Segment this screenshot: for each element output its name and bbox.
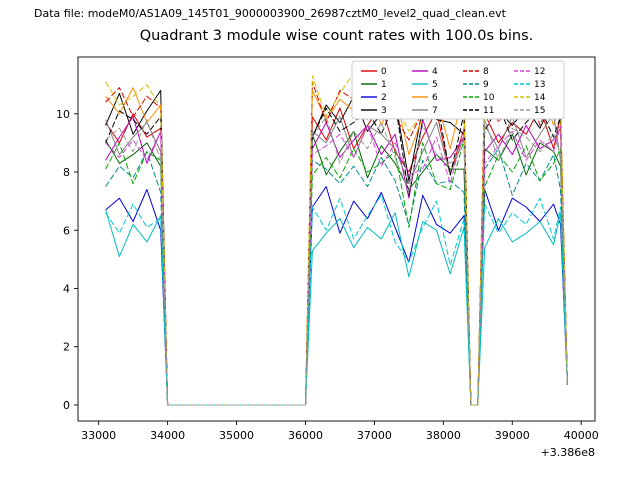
legend-item-12: 12 (514, 67, 545, 77)
series-line-11 (105, 98, 568, 406)
plot-frame (77, 56, 596, 422)
y-tick-label: 0 (63, 399, 70, 412)
legend-label-12: 12 (534, 67, 545, 77)
legend-item-7: 7 (412, 106, 438, 116)
y-tick-label: 8 (63, 166, 70, 179)
legend-item-15: 15 (514, 106, 545, 116)
legend-label-3: 3 (381, 106, 387, 116)
series-line-8 (105, 78, 568, 406)
x-tick-label: 36000 (288, 429, 323, 442)
legend-item-3: 3 (361, 106, 387, 116)
x-tick-label: 40000 (564, 429, 599, 442)
series-line-6 (105, 84, 568, 406)
legend-label-5: 5 (432, 80, 438, 90)
legend-label-8: 8 (483, 67, 489, 77)
series-line-5 (105, 209, 568, 406)
legend-label-15: 15 (534, 106, 545, 116)
data-file-label: Data file: modeM0/AS1A09_145T01_90000039… (34, 7, 506, 20)
legend-label-10: 10 (483, 93, 495, 103)
legend-label-1: 1 (381, 80, 387, 90)
legend-label-2: 2 (381, 93, 387, 103)
y-tick-label: 2 (63, 341, 70, 354)
series-line-15 (105, 116, 568, 406)
legend-item-9: 9 (463, 80, 489, 90)
legend-item-4: 4 (412, 67, 438, 77)
x-tick-label: 38000 (426, 429, 461, 442)
chart-title: Quadrant 3 module wise count rates with … (139, 28, 534, 44)
legend-label-11: 11 (483, 106, 494, 116)
y-tick-label: 6 (63, 224, 70, 237)
legend-item-2: 2 (361, 93, 387, 103)
series-line-12 (105, 124, 568, 406)
y-tick-label: 10 (56, 108, 70, 121)
legend-item-13: 13 (514, 80, 545, 90)
legend-label-14: 14 (534, 93, 546, 103)
legend-item-14: 14 (514, 93, 546, 103)
legend-item-0: 0 (361, 67, 387, 77)
legend-label-13: 13 (534, 80, 545, 90)
legend-item-5: 5 (412, 80, 438, 90)
x-tick-label: 35000 (219, 429, 254, 442)
legend-item-6: 6 (412, 93, 438, 103)
legend-item-8: 8 (463, 67, 489, 77)
series-line-13 (105, 194, 568, 406)
x-tick-label: 37000 (357, 429, 392, 442)
x-tick-label: 33000 (81, 429, 116, 442)
y-tick-label: 4 (63, 283, 70, 296)
series-line-9 (105, 148, 568, 406)
legend-label-4: 4 (432, 67, 438, 77)
legend-item-10: 10 (463, 93, 495, 103)
legend-item-1: 1 (361, 80, 387, 90)
x-tick-label: 39000 (495, 429, 530, 442)
x-axis-offset-text: +3.386e8 (540, 446, 595, 459)
legend-label-9: 9 (483, 80, 489, 90)
x-tick-label: 34000 (150, 429, 185, 442)
legend-label-0: 0 (381, 67, 387, 77)
legend-frame (351, 60, 565, 120)
legend-label-6: 6 (432, 93, 438, 103)
legend-label-7: 7 (432, 106, 438, 116)
legend-item-11: 11 (463, 106, 494, 116)
